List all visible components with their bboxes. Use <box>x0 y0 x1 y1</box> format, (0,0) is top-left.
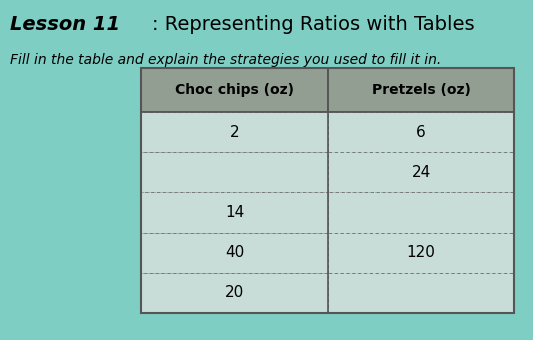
Bar <box>328 233 514 273</box>
Text: Fill in the table and explain the strategies you used to fill it in.: Fill in the table and explain the strate… <box>10 53 441 67</box>
Bar <box>141 68 328 112</box>
Bar <box>328 192 514 233</box>
Text: Pretzels (oz): Pretzels (oz) <box>372 83 471 97</box>
Text: 14: 14 <box>225 205 244 220</box>
Bar <box>328 68 514 112</box>
Bar <box>328 112 514 152</box>
Bar <box>328 273 514 313</box>
Text: : Representing Ratios with Tables: : Representing Ratios with Tables <box>152 15 474 34</box>
Text: 20: 20 <box>225 285 244 300</box>
Bar <box>141 233 328 273</box>
Bar <box>141 152 328 192</box>
Text: Choc chips (oz): Choc chips (oz) <box>175 83 294 97</box>
Text: 24: 24 <box>411 165 431 180</box>
Bar <box>141 273 328 313</box>
Bar <box>141 112 328 152</box>
Text: Lesson 11: Lesson 11 <box>10 15 120 34</box>
Text: 2: 2 <box>230 125 239 140</box>
Bar <box>141 68 514 313</box>
Bar <box>328 152 514 192</box>
Text: 120: 120 <box>407 245 435 260</box>
Bar <box>141 192 328 233</box>
Text: 40: 40 <box>225 245 244 260</box>
Text: 6: 6 <box>416 125 426 140</box>
